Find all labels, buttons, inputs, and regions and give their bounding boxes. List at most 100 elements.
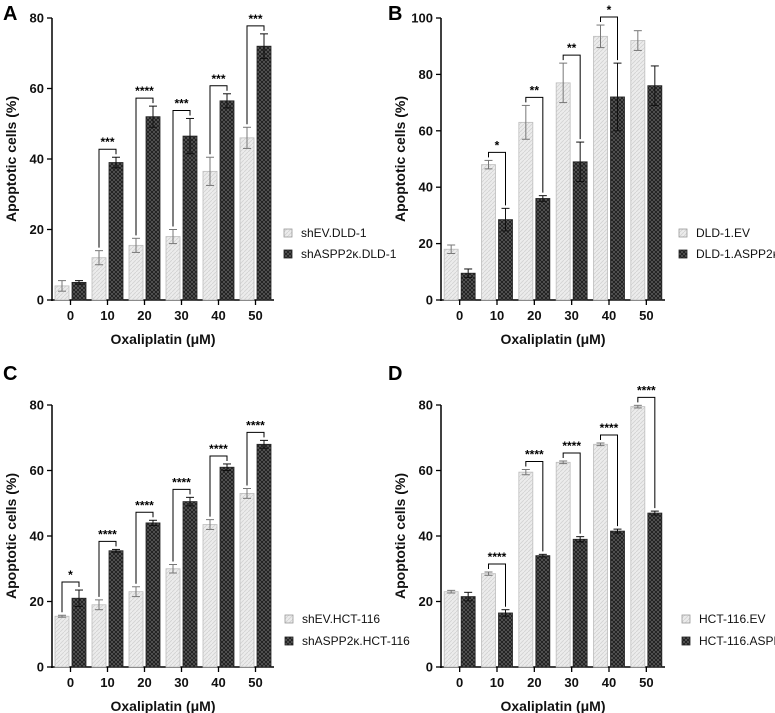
y-tick-label: 80 — [30, 11, 44, 26]
significance-bracket — [525, 461, 544, 552]
x-tick-label: 50 — [248, 675, 262, 690]
significance-bracket — [172, 488, 191, 562]
bar-control-30 — [555, 461, 571, 668]
significance-bracket — [61, 581, 80, 613]
significance-label: *** — [211, 72, 225, 86]
significance-label: ** — [567, 41, 577, 55]
panel-letter: A — [3, 3, 17, 25]
y-tick-label: 0 — [37, 660, 44, 675]
y-tick-label: 60 — [419, 463, 433, 478]
y-tick-label: 60 — [419, 123, 433, 138]
bar-knockdown-10 — [108, 550, 124, 668]
x-tick-label: 50 — [639, 308, 653, 323]
y-axis-label: Apoptotic cells (%) — [392, 96, 408, 222]
panel-d: D 0 20 40 60 80 Apoptotic cells (%) Oxaliplatin… — [388, 363, 775, 713]
bar-control-30 — [555, 82, 571, 301]
significance-label: **** — [246, 418, 265, 432]
bar-knockdown-10 — [108, 162, 124, 301]
significance-label: *** — [100, 135, 114, 149]
significance-bracket — [98, 148, 117, 248]
significance-bracket — [246, 25, 265, 125]
bar-knockdown-50 — [647, 512, 663, 668]
panel-c: C 0 20 40 60 80 Apoptotic cells (%) Oxaliplatin… — [3, 363, 410, 713]
significance-bracket — [637, 396, 656, 509]
significance-label: **** — [525, 448, 544, 462]
bar-control-40 — [202, 524, 218, 668]
significance-label: * — [607, 3, 612, 17]
bar-knockdown-40 — [610, 530, 625, 668]
x-tick-label: 30 — [564, 675, 578, 690]
x-tick-label: 0 — [67, 675, 74, 690]
x-tick-label: 10 — [490, 308, 504, 323]
x-tick-label: 0 — [456, 308, 463, 323]
panel-a: A 0 20 40 60 80 Apoptotic cells (%) Oxaliplatin… — [3, 3, 397, 347]
bar-control-0 — [443, 248, 459, 301]
y-tick-label: 20 — [30, 222, 44, 237]
bar-knockdown-40 — [219, 466, 235, 668]
y-tick-label: 60 — [30, 463, 44, 478]
bar-knockdown-20 — [145, 116, 161, 301]
significance-label: **** — [562, 439, 581, 453]
y-tick-label: 0 — [37, 293, 44, 308]
x-tick-label: 40 — [211, 675, 225, 690]
significance-bracket — [600, 16, 618, 61]
significance-label: **** — [98, 527, 117, 541]
bar-knockdown-30 — [182, 501, 198, 668]
bar-knockdown-50 — [647, 85, 663, 301]
significance-label: **** — [135, 498, 154, 512]
bar-control-20 — [518, 471, 534, 668]
significance-label: *** — [174, 96, 188, 110]
bar-control-0 — [54, 615, 70, 668]
significance-label: **** — [637, 383, 656, 397]
y-tick-label: 20 — [419, 236, 433, 251]
y-tick-label: 100 — [411, 11, 433, 26]
legend-swatch — [678, 249, 688, 259]
significance-label: * — [495, 138, 500, 152]
y-axis-label: Apoptotic cells (%) — [3, 473, 19, 599]
x-tick-label: 30 — [174, 675, 188, 690]
bar-knockdown-0 — [71, 597, 87, 668]
bar-control-50 — [239, 137, 255, 301]
significance-bracket — [135, 511, 154, 584]
significance-label: **** — [172, 475, 191, 489]
legend-label: shASPP2κ.DLD-1 — [301, 247, 397, 261]
bar-knockdown-40 — [219, 100, 235, 301]
y-tick-label: 0 — [426, 660, 433, 675]
x-tick-label: 20 — [527, 308, 541, 323]
y-tick-label: 40 — [419, 529, 433, 544]
y-tick-label: 40 — [419, 180, 433, 195]
significance-bracket — [488, 151, 506, 206]
legend-swatch — [681, 636, 691, 646]
legend-label: HCT-116.ASPP2κ — [699, 634, 775, 648]
significance-label: **** — [488, 550, 507, 564]
bar-control-30 — [165, 236, 181, 301]
y-tick-label: 40 — [30, 152, 44, 167]
significance-label: * — [68, 568, 73, 582]
bar-control-0 — [443, 591, 459, 668]
x-axis-label: Oxaliplatin (μM) — [110, 698, 215, 713]
significance-label: **** — [209, 442, 228, 456]
x-tick-label: 30 — [564, 308, 578, 323]
panel-letter: B — [388, 3, 402, 25]
bar-control-40 — [593, 443, 608, 668]
x-tick-label: 20 — [527, 675, 541, 690]
x-tick-label: 50 — [248, 308, 262, 323]
y-tick-label: 20 — [30, 594, 44, 609]
y-tick-label: 40 — [30, 529, 44, 544]
bar-knockdown-20 — [535, 555, 551, 668]
x-tick-label: 40 — [211, 308, 225, 323]
bar-control-40 — [593, 35, 608, 301]
significance-bracket — [562, 54, 581, 140]
significance-bracket — [600, 434, 618, 527]
y-tick-label: 80 — [30, 398, 44, 413]
bar-control-40 — [202, 170, 218, 301]
significance-bracket — [488, 563, 506, 607]
bar-knockdown-50 — [256, 443, 272, 668]
bar-knockdown-10 — [498, 219, 513, 301]
x-axis-label: Oxaliplatin (μM) — [110, 331, 215, 347]
bar-control-10 — [481, 573, 496, 668]
bar-control-20 — [128, 591, 144, 668]
legend-label: shASPP2κ.HCT-116 — [302, 634, 410, 648]
